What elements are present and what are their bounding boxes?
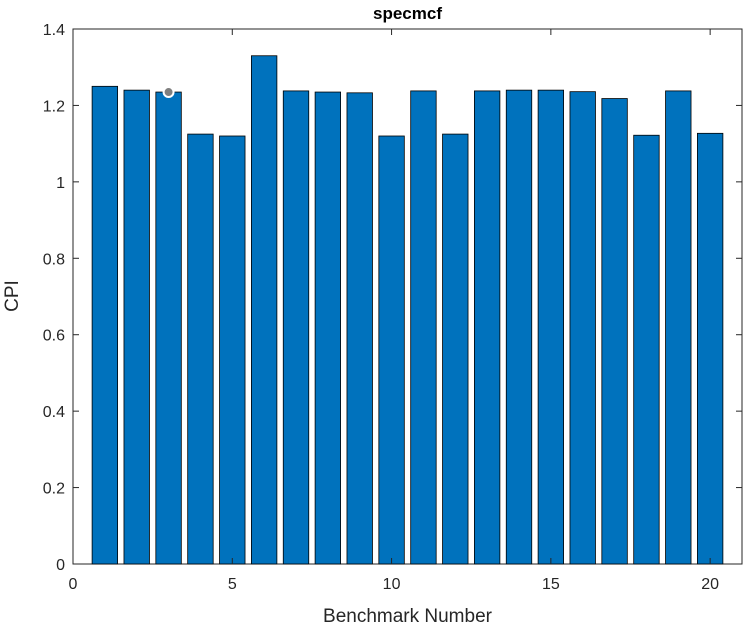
bar-14 (505, 89, 533, 565)
bar-15 (537, 89, 564, 565)
y-axis-label: CPI (2, 280, 23, 312)
bars-group (91, 55, 724, 565)
bar-17 (601, 98, 628, 565)
bar-11 (410, 90, 437, 565)
bar-5 (219, 135, 246, 565)
bar-13 (473, 90, 501, 565)
bar-1 (91, 85, 119, 565)
bar-12 (442, 133, 469, 565)
bar-3 (155, 91, 182, 565)
bar-8 (314, 91, 341, 565)
x-tick-label: 15 (542, 576, 560, 593)
plot-area (72, 28, 743, 565)
bar-2 (123, 89, 150, 565)
x-tick-label: 20 (701, 576, 719, 593)
y-tick-label: 0.4 (43, 404, 65, 421)
y-tick-label: 1.2 (43, 98, 65, 115)
bar-9 (346, 92, 373, 565)
y-tick-label: 0 (56, 557, 65, 574)
y-axis-ticks: 0 0.2 0.4 0.6 0.8 1 1.2 1.4 (43, 22, 742, 574)
y-tick-label: 1.4 (43, 22, 65, 39)
x-axis-label: Benchmark Number (323, 606, 493, 626)
x-tick-label: 0 (69, 576, 78, 593)
x-tick-label: 5 (228, 576, 237, 593)
y-tick-label: 0.2 (43, 481, 65, 498)
data-point-marker (162, 86, 175, 99)
y-tick-label: 0.6 (43, 328, 65, 345)
bar-6 (250, 55, 278, 565)
bar-19 (665, 90, 692, 565)
bar-4 (187, 133, 214, 565)
bar-7 (282, 90, 310, 565)
y-tick-label: 1 (56, 175, 65, 192)
bar-18 (633, 134, 660, 565)
y-tick-label: 0.8 (43, 251, 65, 268)
marker-layer (162, 86, 175, 99)
x-tick-label: 10 (383, 576, 401, 593)
x-axis-ticks: 0 5 10 15 20 (69, 29, 719, 593)
bar-16 (569, 91, 596, 565)
chart-title: specmcf (373, 4, 442, 23)
bar-20 (697, 132, 724, 565)
bar-10 (378, 135, 405, 565)
